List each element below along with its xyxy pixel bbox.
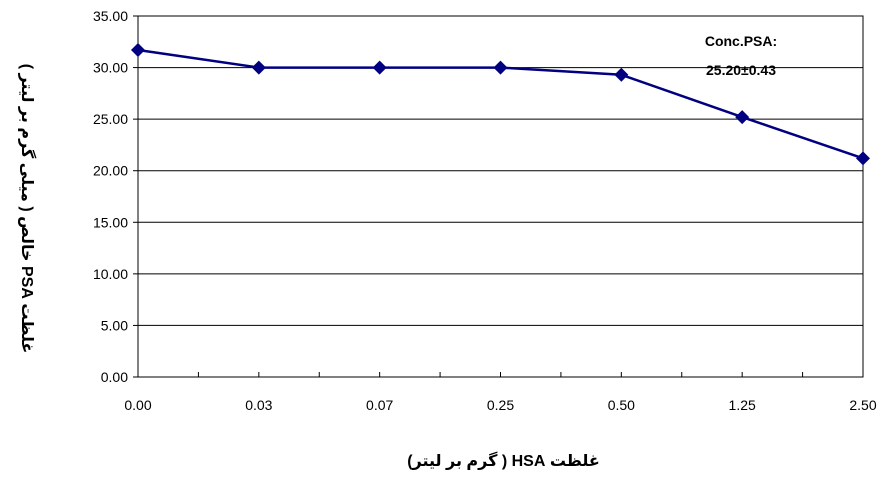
data-markers (131, 43, 870, 166)
annotation-line-1: Conc.PSA: (705, 33, 777, 49)
x-tick-label: 0.50 (608, 397, 635, 413)
data-point-marker (251, 60, 266, 75)
data-point-marker (614, 67, 629, 82)
y-tick-label: 20.00 (93, 163, 128, 179)
x-axis-title: غلظت HSA ( گرم بر لیتر) (407, 451, 600, 470)
y-tick-label: 5.00 (101, 317, 128, 333)
data-point-marker (493, 60, 508, 75)
y-tick-label: 15.00 (93, 214, 128, 230)
x-tick-label: 0.07 (366, 397, 393, 413)
x-tick-label: 1.25 (729, 397, 756, 413)
y-tick-label: 25.00 (93, 111, 128, 127)
data-point-marker (735, 110, 750, 125)
y-tick-label: 35.00 (93, 8, 128, 24)
annotation-line-2: 25.20±0.43 (706, 62, 776, 78)
y-axis-title: غلظت PSA خالص ( میلی گرم بر لیتر ) (18, 64, 37, 354)
x-axis-ticks: 0.00 0.03 0.07 0.25 0.50 1.25 2.50 (124, 372, 877, 413)
y-tick-label: 10.00 (93, 266, 128, 282)
data-point-marker (856, 151, 870, 166)
x-tick-label: 0.03 (245, 397, 272, 413)
x-tick-label: 2.50 (849, 397, 876, 413)
y-axis-ticks: 0.00 5.00 10.00 15.00 20.00 25.00 30.00 35.00 (93, 8, 138, 385)
y-tick-label: 0.00 (101, 369, 128, 385)
data-point-marker (131, 43, 145, 58)
data-point-marker (372, 60, 387, 75)
y-tick-label: 30.00 (93, 60, 128, 76)
x-tick-label: 0.25 (487, 397, 514, 413)
x-tick-label: 0.00 (124, 397, 151, 413)
